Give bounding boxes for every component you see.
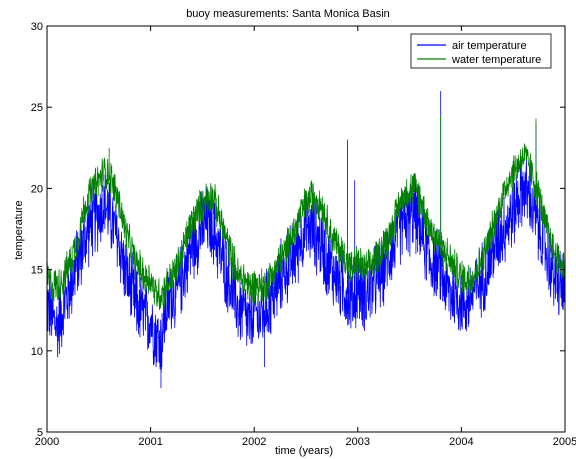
x-tick-label: 2004 <box>449 436 473 448</box>
legend: air temperature water temperature <box>410 33 552 69</box>
y-tick-label: 25 <box>31 102 43 114</box>
x-tick-label: 2003 <box>346 436 370 448</box>
series-layer <box>46 90 566 389</box>
x-tick-label: 2005 <box>553 436 576 448</box>
x-tick-label: 2001 <box>138 436 162 448</box>
legend-label-air: air temperature <box>452 40 527 52</box>
y-tick-label: 20 <box>31 183 43 195</box>
y-tick-label: 30 <box>31 21 43 33</box>
x-tick-label: 2000 <box>35 436 59 448</box>
axes-box <box>46 25 566 433</box>
series-line-water-temperature <box>46 115 566 310</box>
x-tick-label: 2002 <box>242 436 266 448</box>
ticks-layer: 2000 2001 2002 2003 2004 2005 5 10 15 20 25 30 <box>31 21 576 448</box>
chart-title: buoy measurements: Santa Monica Basin <box>186 8 390 20</box>
y-tick-label: 10 <box>31 346 43 358</box>
y-tick-label: 5 <box>37 427 43 439</box>
x-axis-label: time (years) <box>275 445 333 457</box>
legend-box <box>410 33 552 69</box>
y-axis-label: temperature <box>13 200 25 259</box>
legend-label-water: water temperature <box>451 54 541 66</box>
y-tick-label: 15 <box>31 265 43 277</box>
